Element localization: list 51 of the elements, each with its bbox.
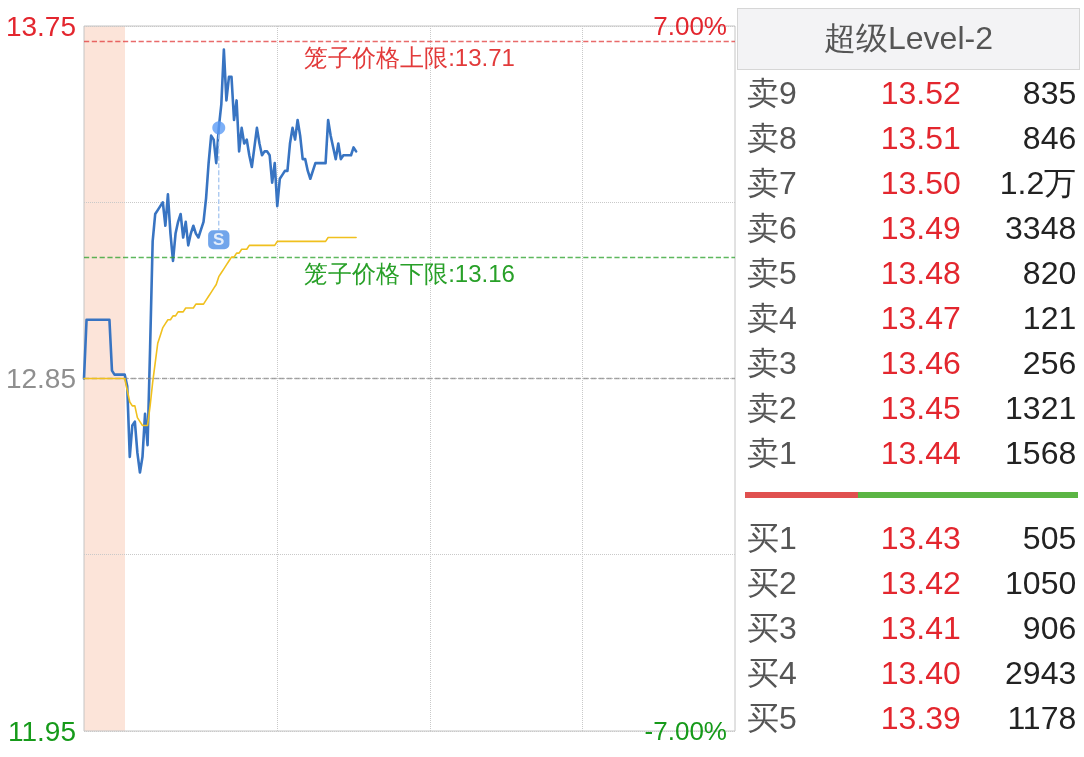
y-tick-label: 买3 bbox=[747, 609, 797, 646]
data-label: 13.50 bbox=[880, 164, 961, 201]
data-label: 1050 bbox=[1005, 564, 1077, 601]
data-label: 906 bbox=[1022, 609, 1077, 646]
data-label: 13.49 bbox=[880, 209, 961, 246]
data-label: 13.42 bbox=[880, 564, 961, 601]
data-label: 121 bbox=[1022, 299, 1077, 336]
y-tick-label: 卖6 bbox=[747, 209, 797, 246]
y-tick-label: 12.85 bbox=[5, 363, 76, 394]
y-tick-label: 买5 bbox=[747, 699, 797, 736]
data-label: 256 bbox=[1022, 344, 1077, 381]
y-tick-label: 卖8 bbox=[747, 119, 797, 156]
data-label: 1321 bbox=[1005, 389, 1077, 426]
data-label: 1178 bbox=[1007, 699, 1077, 736]
data-label: 3348 bbox=[1005, 209, 1077, 246]
y-tick-label: 11.95 bbox=[8, 715, 76, 747]
chart-title: 超级Level-2 bbox=[824, 19, 993, 58]
y2-tick-label: 7.00% bbox=[653, 11, 727, 41]
y-tick-label: 13.75 bbox=[5, 10, 76, 42]
data-label: 13.48 bbox=[880, 254, 961, 291]
y-tick-label: 卖1 bbox=[747, 434, 797, 471]
data-label: 2943 bbox=[1005, 654, 1077, 691]
data-label: 13.51 bbox=[880, 119, 961, 156]
data-label: 13.45 bbox=[880, 389, 961, 426]
y-tick-label: 卖2 bbox=[747, 389, 797, 426]
data-label: 13.52 bbox=[880, 74, 961, 111]
data-label: 1568 bbox=[1005, 434, 1077, 471]
y-tick-label: 买2 bbox=[747, 564, 797, 601]
data-label: 846 bbox=[1022, 119, 1077, 156]
y-tick-label: 买1 bbox=[747, 519, 797, 556]
data-label: 820 bbox=[1022, 254, 1077, 291]
data-label: 13.39 bbox=[880, 699, 961, 736]
y-tick-label: 卖9 bbox=[747, 74, 797, 111]
data-label: 835 bbox=[1022, 74, 1077, 111]
data-label: 13.43 bbox=[880, 519, 961, 556]
data-label: 13.41 bbox=[880, 609, 961, 646]
y-tick-label: 买4 bbox=[747, 654, 797, 691]
y2-tick-label: -7.00% bbox=[644, 716, 727, 746]
data-label: 1.2万 bbox=[999, 164, 1077, 201]
ref-line-label: 笼子价格上限:13.71 bbox=[304, 44, 515, 72]
data-label: 505 bbox=[1022, 519, 1077, 556]
y-tick-label: 卖5 bbox=[747, 254, 797, 291]
text: S bbox=[213, 230, 225, 250]
ref-line-label: 笼子价格下限:13.16 bbox=[304, 259, 515, 287]
y-tick-label: 卖4 bbox=[747, 299, 797, 336]
data-label: 13.40 bbox=[880, 654, 961, 691]
y-tick-label: 卖3 bbox=[747, 344, 797, 381]
y-tick-label: 卖7 bbox=[747, 164, 797, 201]
data-label: 13.47 bbox=[880, 299, 961, 336]
data-label: 13.46 bbox=[880, 344, 961, 381]
data-label: 13.44 bbox=[880, 434, 961, 471]
